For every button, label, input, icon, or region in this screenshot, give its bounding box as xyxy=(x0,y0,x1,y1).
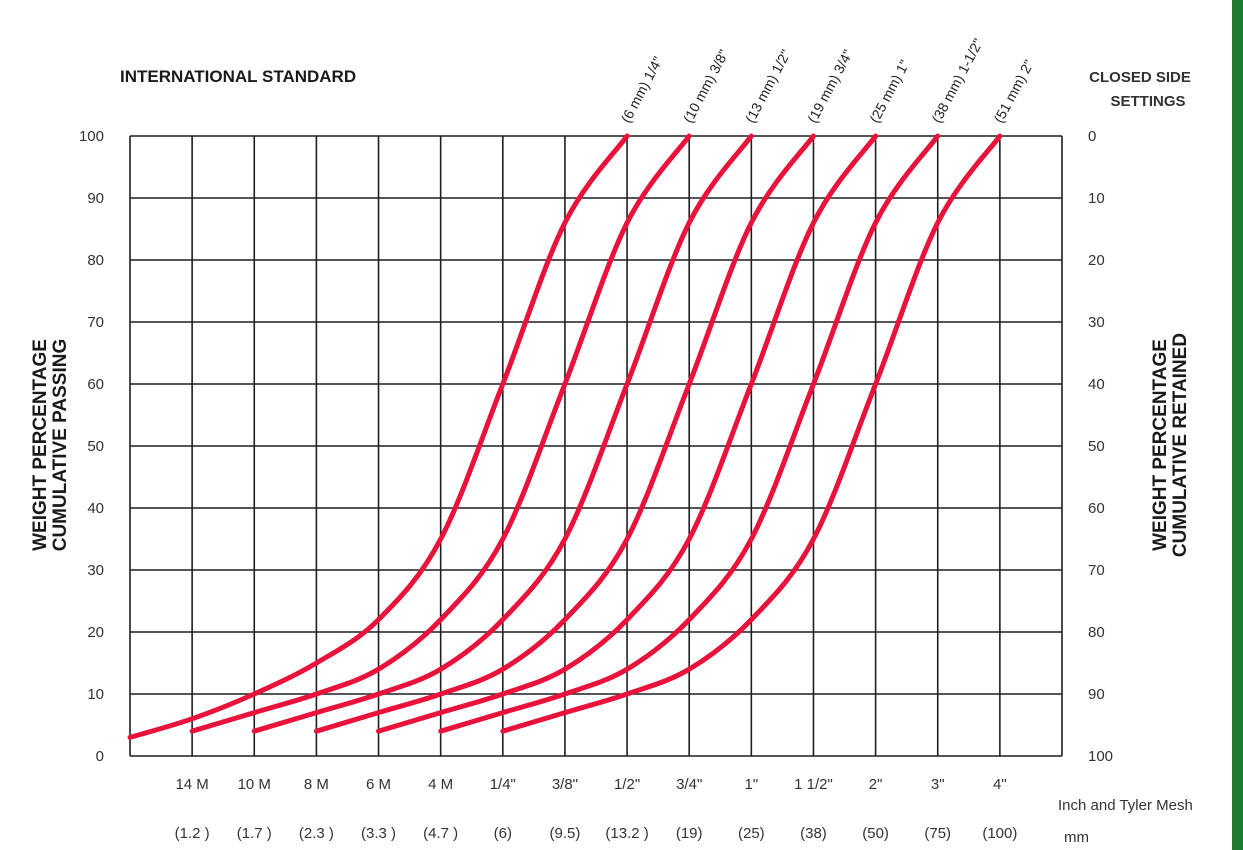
y-tick-label-right: 20 xyxy=(1088,252,1105,269)
x-tick-label-mm: (6) xyxy=(494,825,512,842)
x-tick-label: 1 1/2" xyxy=(794,776,833,793)
y-tick-label-right: 70 xyxy=(1088,562,1105,579)
y-tick-label-right: 0 xyxy=(1088,128,1096,145)
gradation-curve xyxy=(127,133,630,740)
y-tick-label-left: 70 xyxy=(87,314,104,331)
x-tick-label: 10 M xyxy=(238,776,271,793)
y-tick-label-left: 50 xyxy=(87,438,104,455)
y-tick-label-left: 0 xyxy=(96,748,104,765)
y-tick-label-right: 90 xyxy=(1088,686,1105,703)
x-tick-label: 14 M xyxy=(175,776,208,793)
x-tick-label: 3/4" xyxy=(676,776,702,793)
x-tick-label-mm: (9.5) xyxy=(550,825,581,842)
x-unit-inch: Inch and Tyler Mesh xyxy=(1058,797,1193,814)
x-tick-label: 6 M xyxy=(366,776,391,793)
curve-label: (13 mm) 1/2" xyxy=(742,47,794,126)
x-tick-label: 1" xyxy=(744,776,758,793)
curve-label: (25 mm) 1" xyxy=(866,57,912,125)
x-tick-label: 1/2" xyxy=(614,776,640,793)
gradation-curve xyxy=(251,133,754,734)
y-axis-title-left: WEIGHT PERCENTAGE CUMULATIVE PASSING xyxy=(30,339,71,552)
y-tick-label-right: 40 xyxy=(1088,376,1105,393)
x-tick-label-mm: (100) xyxy=(982,825,1017,842)
x-tick-label: 3/8" xyxy=(552,776,578,793)
curve-label: (10 mm) 3/8" xyxy=(680,47,732,126)
y-tick-label-right: 100 xyxy=(1088,748,1113,765)
grid xyxy=(129,135,1063,757)
x-tick-label-mm: (3.3 ) xyxy=(361,825,396,842)
y-axis-title-left-line2: CUMULATIVE PASSING xyxy=(50,339,71,552)
y-axis-title-right: WEIGHT PERCENTAGE CUMULATIVE RETAINED xyxy=(1150,333,1191,557)
gradation-curve xyxy=(500,133,1003,734)
gradation-curve xyxy=(376,133,879,734)
x-tick-label-mm: (75) xyxy=(924,825,951,842)
y-tick-label-left: 30 xyxy=(87,562,104,579)
curve-label: (19 mm) 3/4" xyxy=(804,47,856,126)
y-tick-label-left: 20 xyxy=(87,624,104,641)
x-tick-label-mm: (19) xyxy=(676,825,703,842)
y-tick-label-left: 100 xyxy=(79,128,104,145)
x-unit-mm: mm xyxy=(1064,829,1089,846)
y-tick-label-right: 60 xyxy=(1088,500,1105,517)
right-title-line1: CLOSED SIDE xyxy=(1089,69,1191,86)
x-tick-label-mm: (50) xyxy=(862,825,889,842)
y-axis-title-right-line2: CUMULATIVE RETAINED xyxy=(1170,333,1191,557)
x-tick-label-mm: (38) xyxy=(800,825,827,842)
x-tick-label: 4 M xyxy=(428,776,453,793)
gradation-curve xyxy=(313,133,816,734)
x-tick-label-mm: (13.2 ) xyxy=(605,825,648,842)
y-tick-label-left: 10 xyxy=(87,686,104,703)
x-tick-label: 3" xyxy=(931,776,945,793)
x-tick-label: 2" xyxy=(869,776,883,793)
x-tick-label-mm: (1.7 ) xyxy=(237,825,272,842)
gradation-curve xyxy=(438,133,941,734)
curve-label: (38 mm) 1-1/2" xyxy=(928,36,986,126)
x-tick-label: 1/4" xyxy=(490,776,516,793)
y-tick-label-right: 50 xyxy=(1088,438,1105,455)
y-tick-label-right: 80 xyxy=(1088,624,1105,641)
x-tick-label-mm: (25) xyxy=(738,825,765,842)
y-tick-label-right: 30 xyxy=(1088,314,1105,331)
green-edge-bar xyxy=(1232,0,1243,850)
y-tick-label-left: 80 xyxy=(87,252,104,269)
y-axis-title-left-line1: WEIGHT PERCENTAGE xyxy=(30,339,51,551)
y-tick-label-right: 10 xyxy=(1088,190,1105,207)
y-tick-label-left: 90 xyxy=(87,190,104,207)
y-tick-label-left: 40 xyxy=(87,500,104,517)
chart-title: INTERNATIONAL STANDARD xyxy=(120,67,356,86)
x-tick-label: 8 M xyxy=(304,776,329,793)
x-tick-label: 4" xyxy=(993,776,1007,793)
x-tick-label-mm: (2.3 ) xyxy=(299,825,334,842)
gradation-curve xyxy=(189,133,692,734)
curve-label: (51 mm) 2" xyxy=(990,57,1036,125)
right-title-line2: SETTINGS xyxy=(1110,93,1185,110)
x-tick-label-mm: (4.7 ) xyxy=(423,825,458,842)
y-axis-title-right-line1: WEIGHT PERCENTAGE xyxy=(1150,339,1171,551)
curve-label: (6 mm) 1/4" xyxy=(618,54,666,126)
y-tick-label-left: 60 xyxy=(87,376,104,393)
tick-labels: 0102030405060708090100100908070605040302… xyxy=(79,128,1113,842)
x-tick-label-mm: (1.2 ) xyxy=(175,825,210,842)
